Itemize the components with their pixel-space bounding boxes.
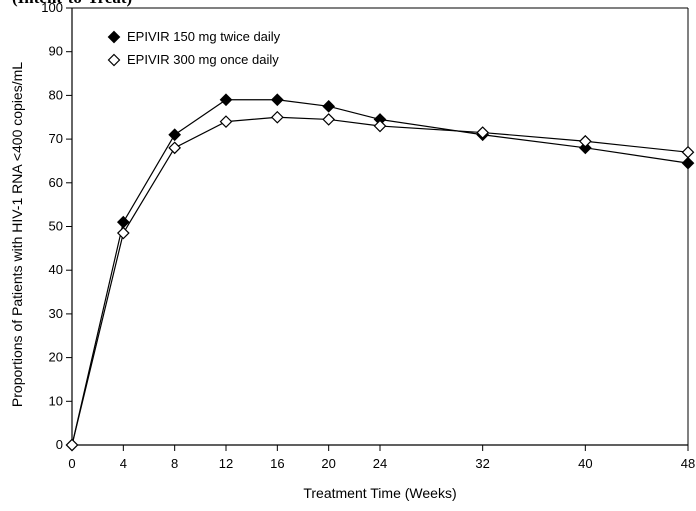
y-tick-label: 20 <box>49 350 63 365</box>
open-diamond-marker <box>681 145 695 159</box>
legend-open-diamond-icon <box>107 53 121 67</box>
series-line-2 <box>71 116 689 446</box>
x-tick-label: 8 <box>171 456 178 471</box>
y-tick-label: 40 <box>49 262 63 277</box>
filled-diamond-marker <box>578 141 592 155</box>
x-tick-label: 12 <box>219 456 233 471</box>
open-diamond-marker <box>578 134 592 148</box>
filled-diamond-marker <box>168 128 182 142</box>
open-diamond-marker <box>168 141 182 155</box>
open-diamond-marker <box>322 113 336 126</box>
open-diamond-marker <box>65 438 79 452</box>
y-tick-label: 0 <box>56 437 63 452</box>
filled-diamond-marker <box>681 156 695 170</box>
filled-diamond-marker <box>219 93 233 107</box>
y-tick-label: 50 <box>49 219 63 234</box>
series-layer <box>65 93 695 452</box>
x-tick-label: 4 <box>120 456 127 471</box>
legend: EPIVIR 150 mg twice daily EPIVIR 300 mg o… <box>107 29 281 67</box>
y-tick-label: 90 <box>49 44 63 59</box>
y-axis-title: Proportions of Patients with HIV-1 RNA <… <box>9 62 25 407</box>
series-line-1 <box>71 99 689 446</box>
y-tick-label: 100 <box>41 0 63 15</box>
x-tick-label: 48 <box>681 456 695 471</box>
y-tick-label: 10 <box>49 393 63 408</box>
open-diamond-marker <box>219 115 233 128</box>
x-tick-label: 24 <box>373 456 387 471</box>
x-tick-label: 40 <box>578 456 592 471</box>
x-tick-label: 16 <box>270 456 284 471</box>
axes <box>71 7 689 446</box>
legend-label-2: EPIVIR 300 mg once daily <box>127 52 279 67</box>
x-tick-label: 0 <box>68 456 75 471</box>
x-tick-label: 32 <box>475 456 489 471</box>
x-tick-label: 20 <box>321 456 335 471</box>
legend-filled-diamond-icon <box>107 30 121 44</box>
legend-label-1: EPIVIR 150 mg twice daily <box>127 29 281 44</box>
open-diamond-marker <box>116 226 130 240</box>
x-axis-title: Treatment Time (Weeks) <box>303 485 456 501</box>
y-tick-label: 80 <box>49 87 63 102</box>
filled-diamond-marker <box>270 93 284 107</box>
header-fragment: (Intent-to-Treat) <box>12 0 132 8</box>
open-diamond-marker <box>476 126 490 139</box>
open-diamond-marker <box>373 119 387 133</box>
y-tick-label: 70 <box>49 131 63 146</box>
filled-diamond-marker <box>322 99 336 113</box>
open-diamond-marker <box>270 110 284 124</box>
y-tick-label: 60 <box>49 175 63 190</box>
y-tick-label: 30 <box>49 306 63 321</box>
